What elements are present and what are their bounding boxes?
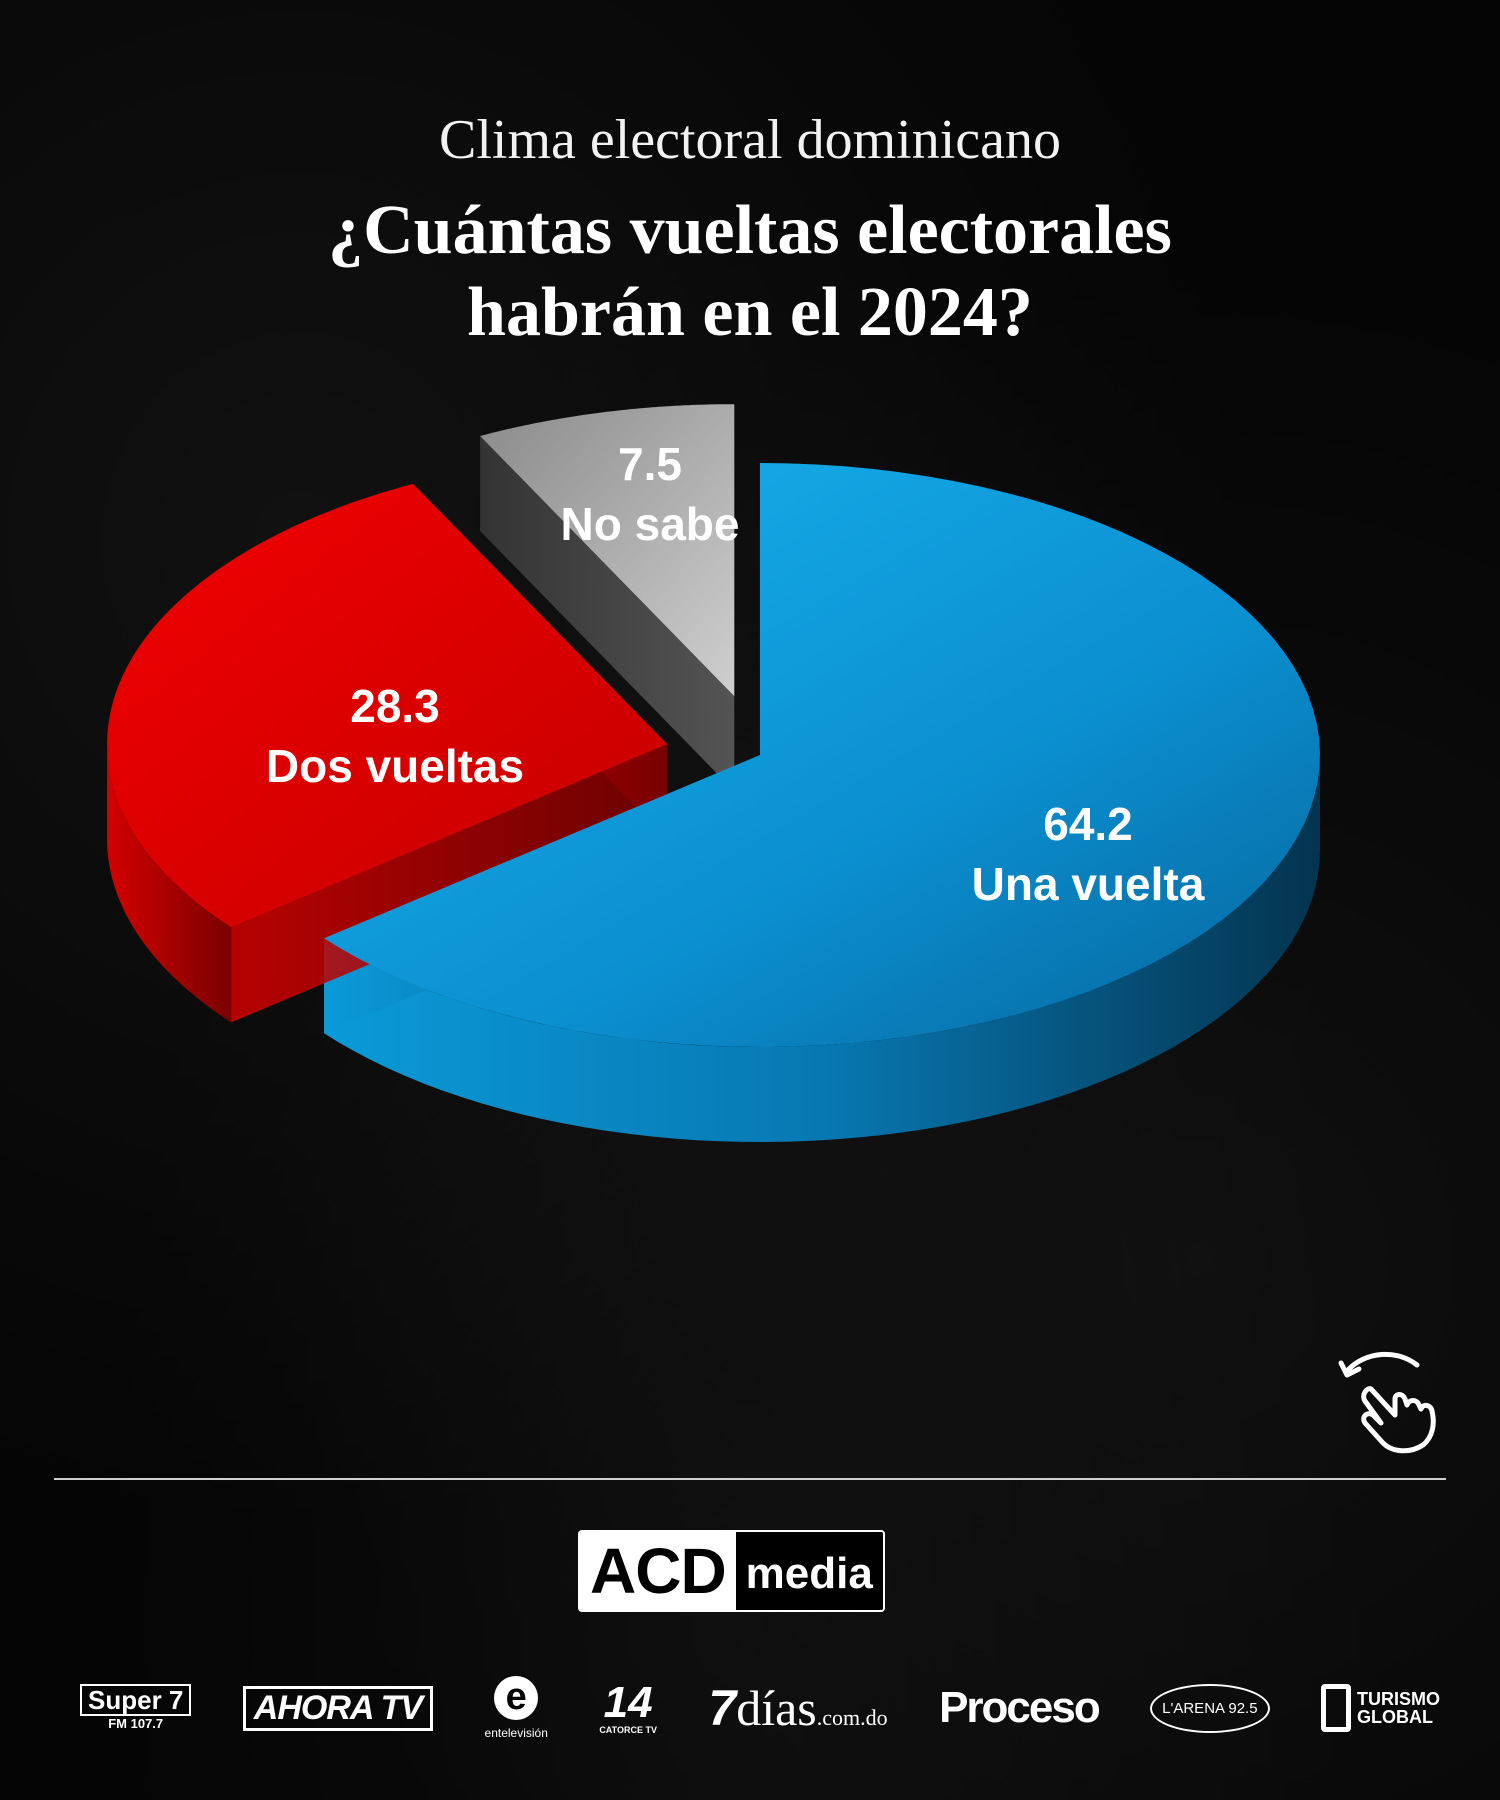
slice-no-sabe (480, 404, 735, 697)
entelevision-logo-mark: e (494, 1676, 539, 1720)
turismo-global-mark-icon (1320, 1684, 1351, 1732)
catorce-tv-logo-mark: 14 (603, 1678, 653, 1727)
slice-dos-vueltas (107, 483, 668, 928)
ahora-tv-logo: AHORA TV (242, 1685, 434, 1731)
catorce-tv-logo: 14 CATORCE TV (599, 1678, 657, 1736)
pie-chart: 64.2 Una vuelta 28.3 Dos vueltas 7.5 No sabe (107, 404, 1321, 1142)
slice-label-dos-vueltas: Dos vueltas (266, 740, 524, 792)
slice-value-dos-vueltas: 28.3 (350, 680, 440, 732)
super7-logo-text: Super 7 (80, 1684, 192, 1716)
slice-side-una-vuelta (324, 755, 1321, 1142)
super7-logo-sub: FM 107.7 (108, 1716, 164, 1731)
swipe-hand-icon[interactable] (1335, 1345, 1445, 1460)
7dias-logo-text: días (736, 1680, 817, 1736)
turismo-global-line2: GLOBAL (1356, 1707, 1433, 1727)
partner-logos: Super 7 FM 107.7 AHORA TV e entelevisión… (80, 1668, 1440, 1748)
catorce-tv-logo-text: CATORCE TV (599, 1725, 657, 1735)
turismo-global-text: TURISMO GLOBAL (1357, 1690, 1440, 1726)
page-subtitle: Clima electoral dominicano (438, 109, 1061, 171)
slice-label-no-sabe: No sabe (561, 498, 740, 550)
turismo-global-line1: TURISMO (1356, 1689, 1440, 1709)
proceso-logo: Proceso (939, 1683, 1101, 1732)
larena-logo: L'ARENA 92.5 (1150, 1683, 1270, 1733)
7dias-logo-domain: .com.do (816, 1705, 888, 1730)
title-line-2: habrán en el 2024? (467, 274, 1033, 351)
entelevision-logo-text: entelevisión (484, 1726, 548, 1740)
7dias-logo: 7días.com.do (708, 1679, 887, 1737)
slice-label-una-vuelta: Una vuelta (972, 858, 1205, 910)
slice-una-vuelta (324, 463, 1321, 1047)
title-line-1: ¿Cuántas vueltas electorales (328, 192, 1172, 269)
acd-media-logo: ACD media (578, 1530, 885, 1612)
acd-logo-main: ACD (580, 1532, 736, 1610)
page-title: ¿Cuántas vueltas electorales habrán en e… (0, 190, 1500, 354)
footer-divider (54, 1478, 1446, 1480)
acd-logo-sub: media (735, 1532, 883, 1610)
entelevision-logo: e entelevisión (485, 1676, 548, 1740)
slice-cut-dos-vueltas-0 (231, 744, 668, 1023)
slice-value-no-sabe: 7.5 (618, 438, 682, 490)
slice-cut-no-sabe-0 (480, 436, 735, 792)
super7-logo: Super 7 FM 107.7 (80, 1684, 192, 1732)
slice-value-una-vuelta: 64.2 (1043, 798, 1133, 850)
7dias-logo-mark: 7 (708, 1680, 737, 1736)
turismo-global-logo: TURISMO GLOBAL (1320, 1684, 1440, 1732)
slice-side-dos-vueltas (107, 744, 232, 1023)
